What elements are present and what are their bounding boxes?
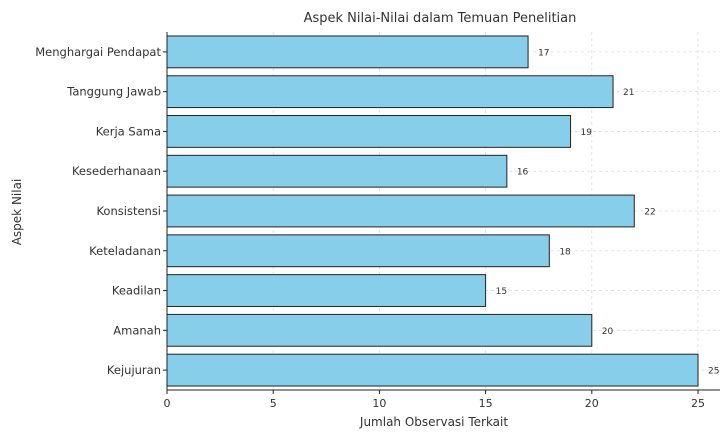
y-tick-label: Tanggung Jawab [66, 85, 161, 99]
bar [166, 234, 550, 268]
data-label: 19 [581, 128, 593, 138]
data-label: 25 [708, 367, 719, 377]
y-tick-label: Kesederhanaan [72, 164, 161, 178]
bar [166, 194, 635, 228]
bar [166, 154, 508, 188]
bar [166, 115, 572, 148]
y-tick-label: Keadilan [112, 284, 161, 298]
x-tick-label: 10 [372, 397, 386, 410]
x-tick-label: 15 [479, 397, 493, 410]
data-label: 22 [644, 208, 655, 218]
chart-title: Aspek Nilai-Nilai dalam Temuan Penelitia… [304, 11, 577, 26]
x-tick-label: 20 [585, 397, 599, 410]
data-label: 20 [602, 327, 614, 337]
bars: 17 21 19 16 22 18 15 20 25 [166, 35, 719, 387]
bar [166, 274, 487, 307]
y-tick-label: Menghargai Pendapat [35, 45, 161, 59]
bar [166, 353, 699, 387]
bar [166, 313, 593, 347]
bar [166, 75, 614, 109]
y-axis-label: Aspek Nilai [10, 179, 24, 246]
data-label: 17 [538, 48, 549, 58]
x-tick-label: 0 [164, 397, 171, 410]
y-tick-label: Amanah [113, 323, 161, 337]
y-tick-label: Kejujuran [107, 363, 161, 377]
data-label: 15 [496, 287, 507, 297]
x-tick-label: 5 [270, 397, 277, 410]
data-label: 18 [559, 247, 571, 257]
x-axis-label: Jumlah Observasi Terkait [359, 415, 508, 429]
bar [166, 35, 529, 69]
y-tick-label: Keteladanan [89, 244, 161, 258]
y-tick-label: Konsistensi [96, 204, 161, 218]
y-tick-label: Kerja Sama [96, 124, 161, 138]
x-tick-label: 25 [691, 397, 705, 410]
data-label: 21 [623, 88, 634, 98]
tick-labels: 0 5 10 15 20 25 Menghargai Pendapat Tanggung Ja… [35, 45, 705, 410]
data-label: 16 [517, 168, 529, 178]
